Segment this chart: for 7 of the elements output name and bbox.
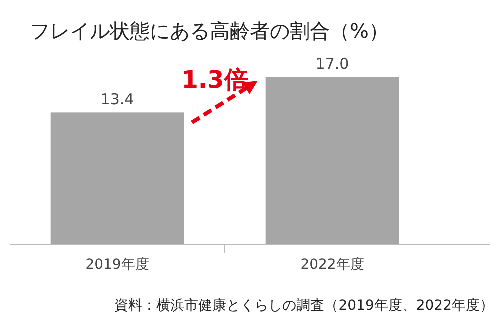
annotation: 1.3倍 <box>182 66 248 94</box>
x-tick-label: 2022年度 <box>300 256 364 273</box>
data-label: 17.0 <box>316 55 350 74</box>
data-label: 13.4 <box>100 90 134 109</box>
chart-title: フレイル状態にある高齢者の割合（%） <box>30 19 390 43</box>
text: 資料：横浜市健康とくらしの調査（2019年度、2022年度） <box>114 298 494 314</box>
x-tick-label: 2019年度 <box>86 256 150 273</box>
